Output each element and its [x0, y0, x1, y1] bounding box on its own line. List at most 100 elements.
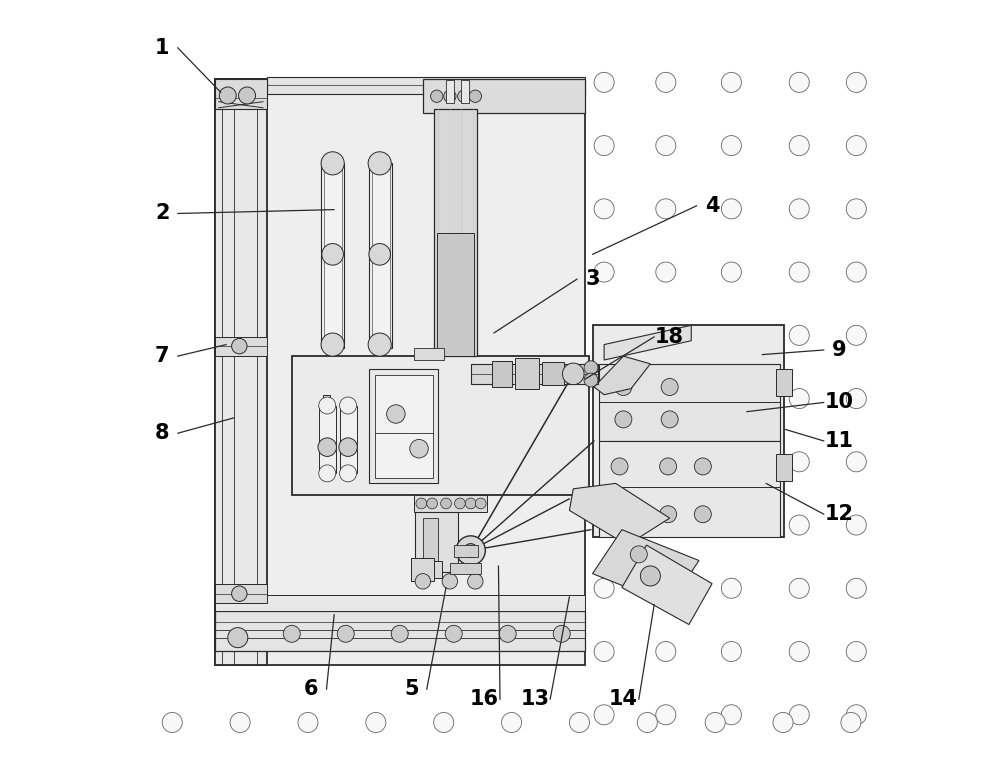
Circle shape — [283, 625, 300, 642]
Circle shape — [640, 566, 660, 586]
Bar — [319, 406, 336, 474]
Circle shape — [660, 458, 677, 475]
Bar — [437, 233, 474, 356]
Circle shape — [637, 712, 657, 732]
Circle shape — [846, 135, 866, 156]
Circle shape — [458, 90, 470, 102]
Circle shape — [594, 452, 614, 472]
Circle shape — [469, 90, 481, 102]
Circle shape — [340, 465, 357, 482]
Circle shape — [660, 505, 677, 522]
Bar — [446, 80, 454, 103]
Circle shape — [322, 244, 343, 265]
Circle shape — [705, 712, 725, 732]
Text: 4: 4 — [705, 196, 719, 216]
Text: 7: 7 — [155, 346, 169, 366]
Circle shape — [415, 574, 431, 589]
Bar — [292, 356, 589, 495]
Circle shape — [656, 705, 676, 724]
Circle shape — [694, 505, 711, 522]
Circle shape — [656, 515, 676, 535]
Circle shape — [594, 72, 614, 92]
Circle shape — [721, 262, 741, 282]
Text: 6: 6 — [304, 680, 318, 700]
Text: 18: 18 — [655, 327, 684, 347]
Bar — [593, 325, 784, 537]
Circle shape — [339, 438, 357, 457]
Circle shape — [584, 373, 598, 387]
Text: 12: 12 — [825, 504, 854, 524]
Bar — [369, 163, 392, 348]
Circle shape — [584, 361, 598, 375]
Circle shape — [553, 625, 570, 642]
Bar — [423, 78, 585, 113]
Circle shape — [475, 498, 486, 509]
Circle shape — [368, 152, 391, 175]
Circle shape — [630, 546, 647, 563]
Circle shape — [228, 628, 248, 648]
Circle shape — [456, 536, 485, 565]
Bar — [454, 545, 478, 557]
Bar — [599, 441, 780, 537]
Circle shape — [562, 363, 584, 385]
Circle shape — [594, 578, 614, 598]
Circle shape — [721, 515, 741, 535]
Circle shape — [239, 87, 256, 104]
Circle shape — [321, 152, 344, 175]
Circle shape — [594, 642, 614, 662]
Circle shape — [789, 705, 809, 724]
Circle shape — [368, 333, 391, 356]
Bar — [411, 558, 434, 581]
Circle shape — [721, 72, 741, 92]
Circle shape — [319, 397, 336, 414]
Bar — [215, 584, 267, 603]
Text: 10: 10 — [825, 392, 854, 413]
Circle shape — [721, 199, 741, 219]
Circle shape — [454, 498, 465, 509]
Circle shape — [464, 543, 478, 557]
Circle shape — [445, 625, 462, 642]
Circle shape — [656, 389, 676, 409]
Circle shape — [789, 325, 809, 345]
Circle shape — [721, 135, 741, 156]
Circle shape — [410, 440, 428, 458]
Circle shape — [444, 90, 456, 102]
Circle shape — [846, 705, 866, 724]
Bar — [411, 561, 442, 578]
Polygon shape — [604, 325, 691, 360]
Circle shape — [431, 90, 443, 102]
Circle shape — [569, 712, 589, 732]
Circle shape — [594, 705, 614, 724]
Circle shape — [789, 452, 809, 472]
Bar — [415, 512, 458, 572]
Bar — [267, 77, 585, 94]
Text: 9: 9 — [832, 340, 847, 360]
Circle shape — [661, 378, 678, 396]
Text: 8: 8 — [155, 423, 169, 444]
Circle shape — [841, 712, 861, 732]
Circle shape — [387, 405, 405, 423]
Text: 3: 3 — [585, 269, 600, 289]
Circle shape — [230, 712, 250, 732]
Bar — [461, 80, 469, 103]
Circle shape — [656, 325, 676, 345]
Circle shape — [594, 199, 614, 219]
Bar — [515, 358, 539, 389]
Bar — [321, 163, 344, 348]
Text: 5: 5 — [404, 680, 419, 700]
Circle shape — [846, 452, 866, 472]
Bar — [215, 611, 585, 651]
Circle shape — [337, 625, 354, 642]
Circle shape — [846, 262, 866, 282]
Bar — [215, 78, 267, 665]
Circle shape — [594, 325, 614, 345]
Circle shape — [656, 642, 676, 662]
Circle shape — [789, 515, 809, 535]
Bar — [423, 518, 438, 566]
Circle shape — [611, 505, 628, 522]
Circle shape — [656, 578, 676, 598]
Circle shape — [789, 642, 809, 662]
Circle shape — [846, 72, 866, 92]
Bar — [599, 364, 780, 441]
Text: 11: 11 — [825, 431, 854, 451]
